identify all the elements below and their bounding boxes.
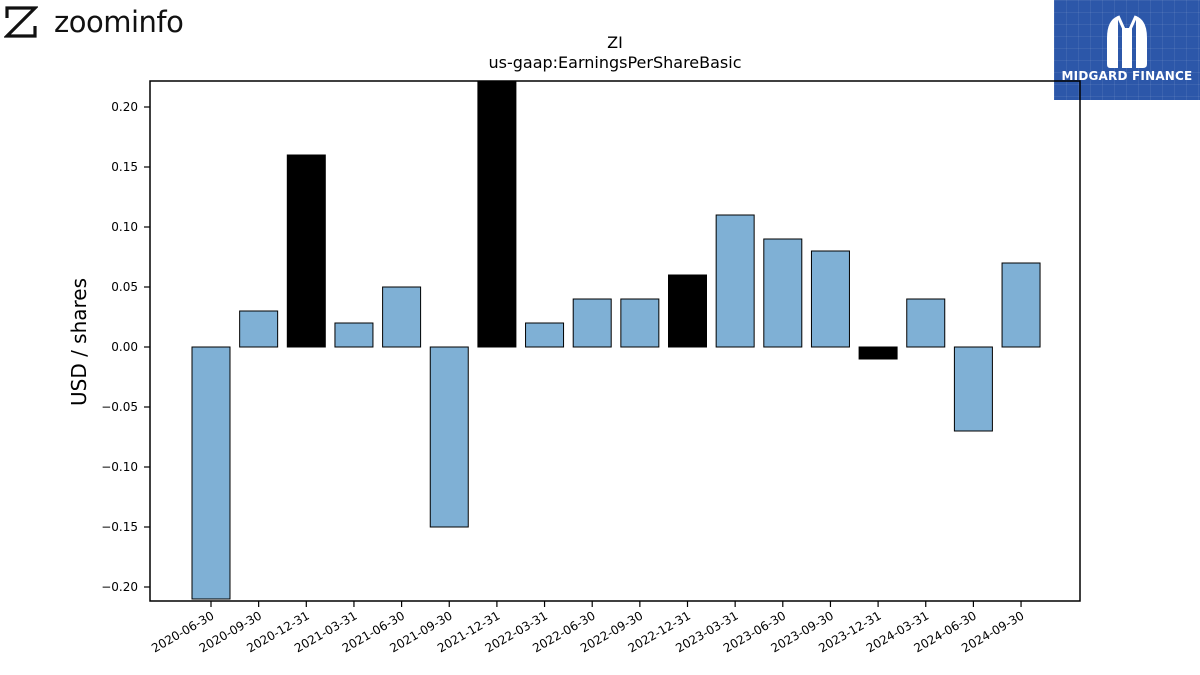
zoominfo-z-logo-icon xyxy=(4,6,38,38)
bar-2020-06-30 xyxy=(191,346,231,600)
zoominfo-logo: zoominfo xyxy=(4,4,184,40)
bar-2022-09-30 xyxy=(620,298,660,348)
y-tick-label: −0.15 xyxy=(101,520,138,534)
y-tick-label: −0.20 xyxy=(101,580,138,594)
bar-2024-03-31 xyxy=(906,298,946,348)
y-tick-label: 0.20 xyxy=(111,100,138,114)
zoominfo-wordmark: zoominfo xyxy=(54,5,184,39)
bar-2023-12-31 xyxy=(858,346,898,360)
bar-2021-03-31 xyxy=(334,322,374,348)
y-tick-label: 0.15 xyxy=(111,160,138,174)
bar-2020-12-31 xyxy=(286,154,326,348)
y-tick-label: −0.10 xyxy=(101,460,138,474)
bars-group xyxy=(191,80,1041,600)
bar-2024-06-30 xyxy=(953,346,993,432)
chart-title: ZI xyxy=(607,33,623,52)
bar-2023-09-30 xyxy=(810,250,850,348)
bar-2022-06-30 xyxy=(572,298,612,348)
bar-2022-12-31 xyxy=(668,274,707,348)
midgard-finance-name: MIDGARD FINANCE xyxy=(1061,69,1193,83)
plot-frame xyxy=(149,80,1081,602)
midgard-m-logo-icon xyxy=(1107,15,1147,68)
bar-2022-03-31 xyxy=(525,322,565,348)
bar-2023-03-31 xyxy=(715,214,755,348)
bar-2023-06-30 xyxy=(763,238,803,348)
y-ticks-group: 0.20 0.15 0.10 0.05 0.00 −0.05 −0.10 −0.15 −0.20 xyxy=(101,100,150,594)
y-tick-label: 0.05 xyxy=(111,280,138,294)
y-tick-label: 0.10 xyxy=(111,220,138,234)
bar-2021-06-30 xyxy=(382,286,422,348)
y-axis-label: USD / shares xyxy=(67,278,91,406)
bar-2021-09-30 xyxy=(429,346,469,528)
x-ticks-group: 2020-06-302020-09-302020-12-312021-03-31… xyxy=(149,601,1027,655)
y-tick-label: −0.05 xyxy=(101,400,138,414)
bar-2021-12-31 xyxy=(477,80,517,348)
midgard-finance-logo: MIDGARD FINANCE xyxy=(1054,0,1200,100)
bar-2024-09-30 xyxy=(1001,262,1041,348)
y-tick-label: 0.00 xyxy=(111,340,138,354)
bar-2020-09-30 xyxy=(239,310,279,348)
chart-subtitle: us-gaap:EarningsPerShareBasic xyxy=(488,53,741,72)
